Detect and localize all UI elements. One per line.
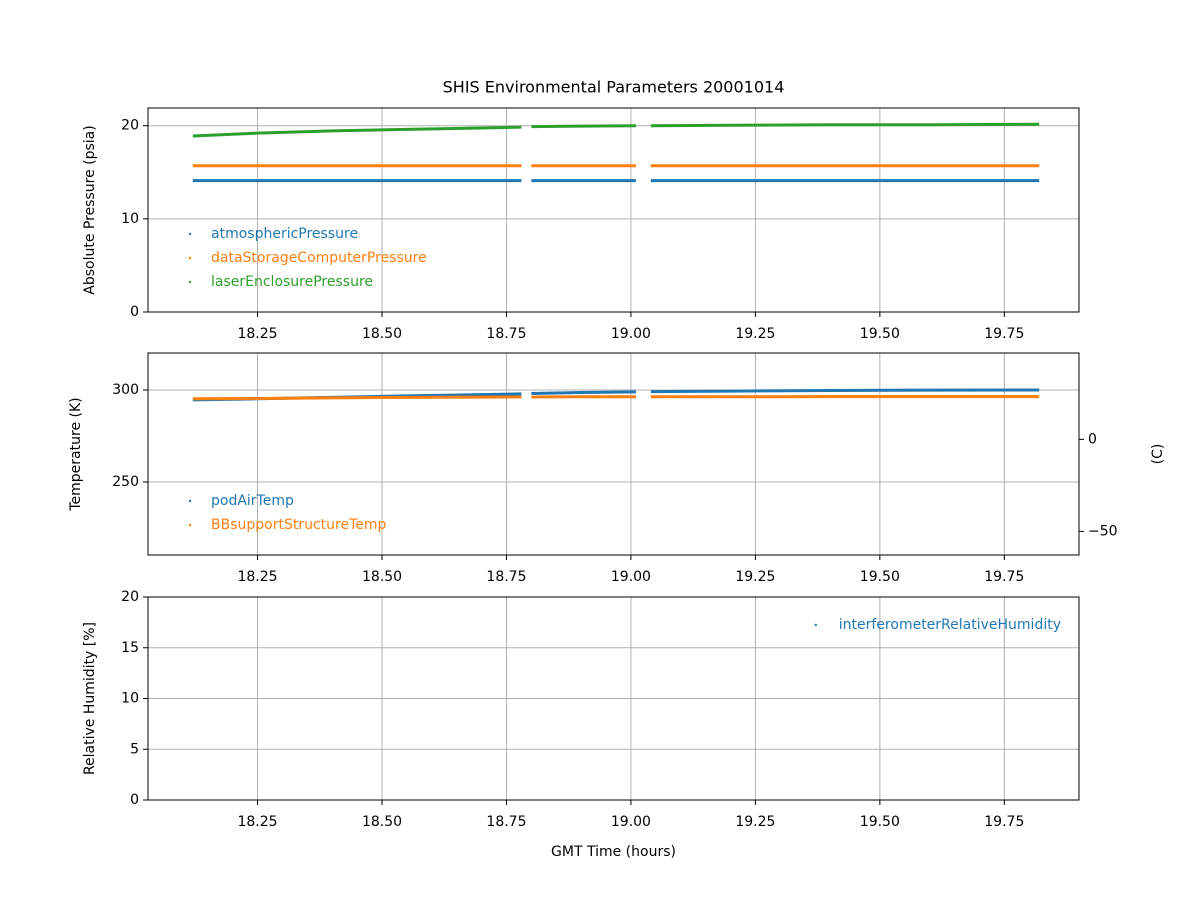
chart-title: SHIS Environmental Parameters 20001014: [443, 78, 785, 97]
x-tick-label: 18.75: [486, 569, 526, 585]
x-tick-label: 19.00: [611, 814, 651, 830]
y-axis-label: Temperature (K): [68, 397, 84, 511]
y-axis-label: Absolute Pressure (psia): [82, 125, 98, 294]
y-tick-label: 300: [112, 382, 139, 398]
y-tick-label: 10: [121, 211, 139, 227]
legend-label: interferometerRelativeHumidity: [839, 617, 1061, 633]
y-tick-label: 250: [112, 474, 139, 490]
y-tick-label: 5: [130, 741, 139, 757]
x-tick-label: 19.00: [611, 569, 651, 585]
x-tick-label: 19.25: [735, 814, 775, 830]
y-tick-label: 10: [121, 691, 139, 707]
series-line: [192, 395, 1040, 401]
y2-tick-label: −50: [1088, 523, 1118, 539]
x-tick-label: 18.50: [362, 569, 402, 585]
x-tick-label: 18.50: [362, 814, 402, 830]
x-tick-label: 19.50: [860, 569, 900, 585]
x-tick-label: 19.25: [735, 569, 775, 585]
y-tick-label: 0: [130, 304, 139, 320]
y2-tick-label: 0: [1088, 431, 1097, 447]
y2-axis-label: (C): [1150, 444, 1166, 465]
legend-label: atmosphericPressure: [211, 226, 358, 242]
x-tick-label: 19.50: [860, 326, 900, 342]
legend-label: dataStorageComputerPressure: [211, 250, 427, 266]
x-axis-label: GMT Time (hours): [551, 844, 676, 860]
legend-label: BBsupportStructureTemp: [211, 517, 387, 533]
x-tick-label: 19.25: [735, 326, 775, 342]
legend-marker: [188, 523, 192, 527]
legend-label: laserEnclosurePressure: [211, 274, 373, 290]
legend-marker: [814, 623, 817, 627]
x-tick-label: 19.75: [984, 326, 1024, 342]
x-tick-label: 18.75: [486, 814, 526, 830]
x-tick-label: 19.50: [860, 814, 900, 830]
x-tick-label: 18.50: [362, 326, 402, 342]
x-tick-label: 18.25: [237, 814, 277, 830]
x-tick-label: 18.25: [237, 326, 277, 342]
x-tick-label: 19.00: [611, 326, 651, 342]
axes-frame: [147, 107, 1080, 313]
y-tick-label: 15: [121, 640, 139, 656]
y-axis-label: Relative Humidity [%]: [82, 622, 98, 775]
axes-frame: [147, 352, 1080, 556]
x-tick-label: 19.75: [984, 814, 1024, 830]
y-tick-label: 0: [130, 792, 139, 808]
series-line: [192, 122, 1040, 138]
x-tick-label: 19.75: [984, 569, 1024, 585]
axes-frame: [147, 596, 1080, 801]
legend-label: podAirTemp: [211, 493, 294, 509]
x-tick-label: 18.25: [237, 569, 277, 585]
legend-marker: [188, 232, 192, 236]
x-tick-label: 18.75: [486, 326, 526, 342]
y-tick-label: 20: [121, 118, 139, 134]
legend-marker: [188, 256, 192, 260]
y-tick-label: 20: [121, 589, 139, 605]
legend-marker: [188, 499, 192, 503]
legend-marker: [188, 280, 192, 284]
